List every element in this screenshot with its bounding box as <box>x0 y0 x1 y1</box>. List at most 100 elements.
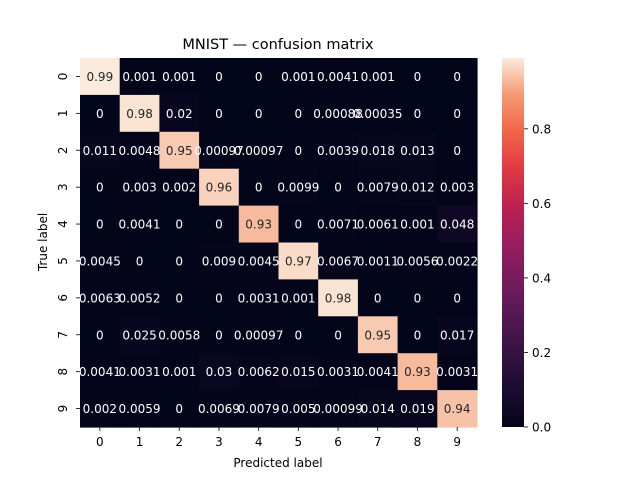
heatmap-cell <box>238 58 280 96</box>
heatmap-cell <box>238 168 280 207</box>
heatmap-cell <box>119 168 160 207</box>
cell-value-label: 0.0041 <box>119 218 161 232</box>
cell-value-label: 0 <box>334 328 342 342</box>
heatmap-cell <box>80 242 121 280</box>
cell-value-label: 0.005 <box>281 402 315 416</box>
heatmap-cell <box>199 94 240 133</box>
heatmap-cell <box>159 242 200 280</box>
heatmap-cell <box>199 242 240 280</box>
heatmap-cell <box>357 242 399 280</box>
x-tick-label: 4 <box>255 435 263 449</box>
cell-value-label: 0.001 <box>162 365 196 379</box>
cell-value-label: 0.017 <box>440 328 474 342</box>
cell-value-label: 0.0022 <box>436 254 478 268</box>
heatmap-cell <box>119 94 160 133</box>
heatmap-cell <box>159 168 200 207</box>
cell-value-label: 0 <box>175 291 183 305</box>
heatmap-cell <box>80 279 121 317</box>
x-tick-label: 7 <box>374 435 382 449</box>
heatmap-cell <box>238 316 280 354</box>
cell-value-label: 0 <box>414 291 422 305</box>
heatmap-cell <box>278 58 319 96</box>
x-tick-label: 2 <box>175 435 183 449</box>
cell-value-label: 0.0031 <box>119 365 161 379</box>
colorbar-tick-label: 0.4 <box>532 271 551 285</box>
heatmap-cell <box>318 205 359 244</box>
heatmap-cell <box>238 353 280 391</box>
heatmap-cell <box>238 131 280 170</box>
cell-value-label: 0 <box>96 328 104 342</box>
heatmap-cell <box>199 168 240 207</box>
cell-value-label: 0.0045 <box>238 254 280 268</box>
y-axis: 0 1 2 3 4 5 6 7 8 9 <box>56 73 80 412</box>
heatmap-cell <box>80 390 121 428</box>
cell-value-label: 0.0041 <box>317 70 359 84</box>
y-tick-label: 3 <box>56 183 70 191</box>
cell-value-label: 0.019 <box>400 402 434 416</box>
heatmap-cell <box>397 131 438 170</box>
cell-value-label: 0.0031 <box>436 365 478 379</box>
cell-value-label: 0.002 <box>83 402 117 416</box>
heatmap-cell <box>357 316 399 354</box>
cell-value-label: 0.0031 <box>238 291 280 305</box>
cell-value-label: 0.0059 <box>119 402 161 416</box>
cell-value-label: 0.009 <box>202 254 236 268</box>
cell-value-label: 0 <box>96 181 104 195</box>
heatmap-cell <box>238 94 280 133</box>
cell-value-label: 0.003 <box>122 181 156 195</box>
heatmap-cell <box>437 205 478 244</box>
cell-value-label: 0.015 <box>281 365 315 379</box>
heatmap-cell <box>357 58 399 96</box>
heatmap-cell <box>278 131 319 170</box>
heatmap-cell <box>278 316 319 354</box>
cell-value-label: 0.00097 <box>234 144 284 158</box>
cell-value-label: 0.0069 <box>198 402 240 416</box>
heatmap-cell <box>278 168 319 207</box>
heatmap-cell <box>357 94 399 133</box>
cell-value-label: 0 <box>374 291 382 305</box>
cell-value-label: 0.001 <box>361 70 395 84</box>
cell-value-label: 0.0071 <box>317 218 359 232</box>
heatmap-cell <box>437 353 478 391</box>
heatmap-cell <box>119 353 160 391</box>
heatmap-cell <box>119 390 160 428</box>
cell-value-label: 0.018 <box>361 144 395 158</box>
x-tick-label: 0 <box>96 435 104 449</box>
cell-value-label: 0.00088 <box>313 107 363 121</box>
heatmap-cell <box>437 94 478 133</box>
x-tick-label: 1 <box>136 435 144 449</box>
cell-value-label: 0.003 <box>440 181 474 195</box>
cell-value-label: 0 <box>295 107 303 121</box>
heatmap-cell <box>278 279 319 317</box>
heatmap-cell <box>318 58 359 96</box>
cell-value-label: 0 <box>453 70 461 84</box>
heatmap-cell <box>80 353 121 391</box>
heatmap-cell <box>437 242 478 280</box>
heatmap-cells <box>80 58 478 428</box>
x-tick-label: 9 <box>453 435 461 449</box>
cell-value-label: 0 <box>96 107 104 121</box>
heatmap-cell <box>437 131 478 170</box>
heatmap-cell <box>397 94 438 133</box>
cell-value-label: 0.025 <box>122 328 156 342</box>
heatmap-cell <box>397 279 438 317</box>
cell-value-label: 0 <box>414 70 422 84</box>
y-tick-label: 6 <box>56 294 70 302</box>
heatmap-cell <box>437 390 478 428</box>
cell-value-label: 0.014 <box>361 402 395 416</box>
heatmap-cell <box>199 131 240 170</box>
heatmap-cell <box>357 390 399 428</box>
heatmap-cell <box>397 242 438 280</box>
heatmap-cell <box>318 390 359 428</box>
heatmap-cell <box>318 242 359 280</box>
cell-value-label: 0 <box>453 107 461 121</box>
x-axis-label: Predicted label <box>233 456 322 470</box>
heatmap-cell-labels: 0.99 0.001 0.001 0 0 0.001 0.0041 0.001 0 00 0.98 0… <box>79 70 478 416</box>
heatmap-cell <box>199 316 240 354</box>
cell-value-label: 0.0039 <box>317 144 359 158</box>
y-tick-label: 4 <box>56 220 70 228</box>
cell-value-label: 0.0056 <box>396 254 438 268</box>
heatmap-cell <box>199 390 240 428</box>
y-tick-label: 7 <box>56 331 70 339</box>
cell-value-label: 0.0063 <box>79 291 121 305</box>
